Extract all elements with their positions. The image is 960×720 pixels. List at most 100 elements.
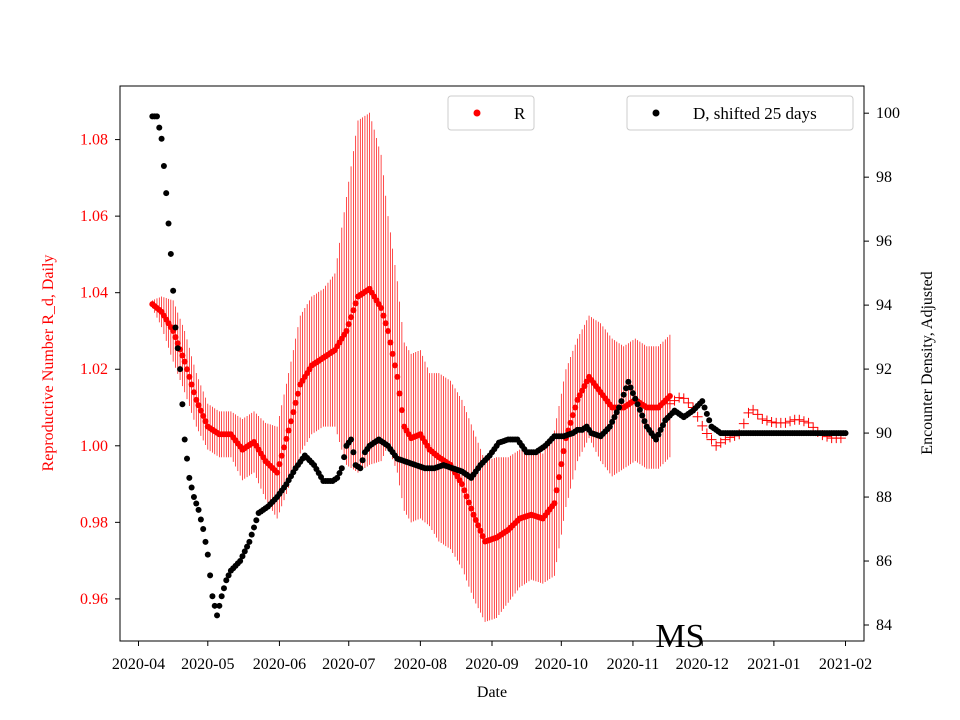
y-right-tick-label: 92 xyxy=(876,361,892,378)
y-left-tick-label: 0.96 xyxy=(80,591,108,608)
y-right-tick-label: 100 xyxy=(876,105,900,122)
d-point xyxy=(634,401,641,408)
r-point xyxy=(343,327,350,334)
r-plus-marker xyxy=(674,392,685,403)
r-point xyxy=(278,452,285,459)
r-point xyxy=(551,500,558,507)
r-point xyxy=(572,404,579,411)
r-plus-marker xyxy=(706,434,717,445)
y-right-tick-label: 90 xyxy=(876,425,892,442)
d-point xyxy=(239,553,246,560)
d-point xyxy=(153,113,160,120)
d-point xyxy=(613,409,620,416)
r-plus-marker xyxy=(794,414,805,425)
x-tick-label: 2020-04 xyxy=(112,656,165,673)
r-point xyxy=(475,522,482,529)
r-point xyxy=(569,412,576,419)
r-point xyxy=(292,399,299,406)
r-point xyxy=(193,396,200,403)
y-right-tick-label: 94 xyxy=(876,297,892,314)
d-point xyxy=(655,431,662,438)
d-point xyxy=(359,457,366,464)
d-point xyxy=(699,398,706,405)
d-point xyxy=(659,422,666,429)
d-point xyxy=(627,384,634,391)
d-point xyxy=(174,345,181,352)
d-point xyxy=(158,135,165,142)
r-point xyxy=(385,327,392,334)
d-point xyxy=(842,430,849,437)
d-point xyxy=(186,474,193,481)
d-point xyxy=(253,517,260,524)
d-point xyxy=(156,124,163,131)
d-point xyxy=(172,324,179,331)
r-point xyxy=(579,387,586,394)
r-point xyxy=(556,474,563,481)
r-plus-marker xyxy=(780,417,791,428)
r-point xyxy=(197,407,204,414)
y-left-tick-label: 1.04 xyxy=(80,285,108,302)
r-point xyxy=(294,390,301,397)
y-right-tick-label: 86 xyxy=(876,553,892,570)
d-point xyxy=(653,436,660,443)
r-point xyxy=(387,339,394,346)
r-plus-marker xyxy=(738,418,749,429)
d-point xyxy=(179,401,186,408)
y-axis-left: 0.96 0.98 1.00 1.02 1.04 1.06 1.08 xyxy=(80,132,120,608)
r-point xyxy=(558,461,565,468)
d-point xyxy=(636,406,643,413)
d-point xyxy=(341,454,348,461)
x-axis-label: Date xyxy=(477,684,507,701)
r-plus-marker xyxy=(692,411,703,422)
x-tick-label: 2021-01 xyxy=(747,656,800,673)
r-plus-marker xyxy=(701,428,712,439)
d-point xyxy=(348,436,355,443)
d-point xyxy=(248,531,255,538)
r-point xyxy=(172,334,179,341)
y-axis-right-label: Encounter Density, Adjusted xyxy=(919,271,936,454)
r-point xyxy=(560,448,567,455)
y-axis-left-label: Reproductive Number R_d, Daily xyxy=(40,255,57,472)
y-left-tick-label: 0.98 xyxy=(80,514,108,531)
d-point xyxy=(163,190,170,197)
d-point xyxy=(220,585,227,592)
r-point xyxy=(666,393,673,400)
r-errorbars xyxy=(151,112,671,622)
r-point xyxy=(202,418,209,425)
legend-r-label: R xyxy=(514,104,526,123)
r-point xyxy=(567,419,574,426)
d-point xyxy=(609,418,616,425)
r-point xyxy=(477,527,484,534)
d-point xyxy=(629,390,636,397)
y-left-tick-label: 1.00 xyxy=(80,438,108,455)
r-plus-marker xyxy=(697,420,708,431)
x-tick-label: 2020-10 xyxy=(535,656,588,673)
r-point xyxy=(200,412,207,419)
d-point xyxy=(244,543,251,550)
x-tick-label: 2020-08 xyxy=(394,656,447,673)
y-right-tick-label: 84 xyxy=(876,617,892,634)
d-point xyxy=(202,538,209,545)
d-point xyxy=(251,524,258,531)
r-point xyxy=(465,499,472,506)
d-point xyxy=(160,162,167,169)
y-left-tick-label: 1.02 xyxy=(80,361,108,378)
r-point xyxy=(190,389,197,396)
d-point xyxy=(181,436,188,443)
r-point xyxy=(345,321,352,328)
r-plus-marker xyxy=(683,397,694,408)
r-plus-marker xyxy=(803,417,814,428)
r-point xyxy=(378,305,385,311)
d-point xyxy=(165,220,172,227)
r-point xyxy=(382,320,389,327)
x-tick-label: 2020-07 xyxy=(322,656,375,673)
d-point xyxy=(207,572,214,579)
r-point xyxy=(576,392,583,399)
r-points xyxy=(149,285,673,545)
d-point xyxy=(204,551,211,558)
d-point xyxy=(641,418,648,425)
d-point xyxy=(357,465,364,472)
x-tick-label: 2020-06 xyxy=(253,656,306,673)
r-point xyxy=(394,373,401,380)
